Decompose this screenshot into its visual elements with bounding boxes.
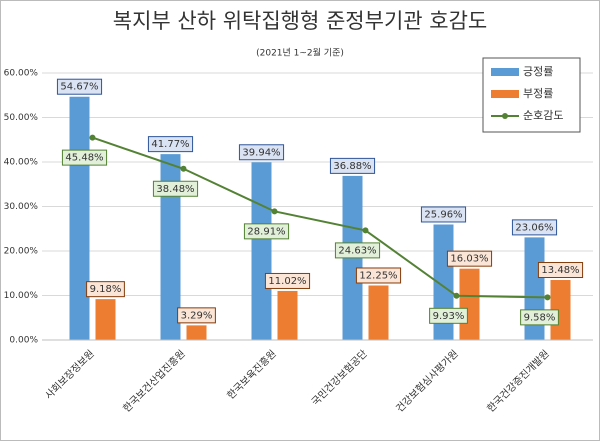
bar — [69, 96, 90, 340]
data-label-box — [334, 242, 381, 259]
bar — [368, 285, 389, 340]
data-label-box — [420, 206, 467, 223]
data-label: 11.02% — [268, 276, 306, 287]
bar — [251, 162, 272, 340]
data-label-box — [86, 281, 125, 298]
bar — [186, 325, 207, 340]
y-tick-label: 50.00% — [4, 113, 39, 123]
line — [92, 136, 548, 299]
data-label-box — [520, 309, 559, 326]
data-label-box — [537, 262, 584, 279]
line-marker — [271, 208, 278, 215]
data-label: 12.25% — [359, 270, 397, 281]
y-tick-label: 10.00% — [4, 291, 39, 301]
data-label-box — [264, 272, 311, 289]
chart-title: 복지부 산하 위탁집행형 준정부기관 호감도 — [113, 9, 487, 33]
data-label-box — [177, 307, 216, 324]
legend-label: 순호감도 — [523, 109, 563, 122]
data-label-box — [152, 180, 199, 197]
data-label: 28.91% — [247, 226, 285, 237]
data-label: 9.58% — [524, 312, 556, 323]
line-marker — [453, 292, 460, 299]
chart-subtitle: (2021년 1~2월 기준) — [256, 47, 344, 59]
data-label-box — [238, 144, 285, 161]
data-label-box — [446, 250, 493, 267]
data-label-box — [355, 267, 402, 284]
data-label: 36.88% — [333, 161, 371, 172]
data-label: 9.93% — [433, 311, 465, 322]
y-tick-label: 60.00% — [4, 69, 39, 79]
data-label: 25.96% — [424, 209, 462, 220]
data-label-box — [147, 136, 194, 153]
data-label-box — [61, 149, 108, 166]
bar — [459, 268, 480, 340]
legend-swatch — [502, 113, 508, 119]
data-label: 3.29% — [181, 310, 213, 321]
data-label-box — [511, 219, 558, 236]
data-label: 45.48% — [65, 153, 103, 164]
data-label: 9.18% — [90, 284, 122, 295]
data-label-box — [243, 223, 290, 240]
data-label: 54.67% — [60, 82, 98, 93]
bar — [277, 290, 298, 340]
legend-swatch — [491, 90, 519, 98]
data-label: 24.63% — [338, 245, 376, 256]
y-tick-label: 0.00% — [9, 336, 38, 346]
line-marker — [544, 294, 551, 301]
data-label: 38.48% — [156, 184, 194, 195]
line-marker — [89, 134, 96, 141]
y-tick-label: 30.00% — [4, 202, 39, 212]
data-label-box — [429, 307, 468, 324]
line-marker — [180, 165, 187, 172]
legend-label: 부정률 — [523, 87, 553, 100]
data-label-box — [329, 157, 376, 174]
legend-swatch — [491, 68, 519, 76]
data-label: 39.94% — [242, 147, 280, 158]
line-marker — [362, 227, 369, 234]
data-label-box — [56, 78, 103, 95]
bar — [160, 154, 181, 340]
data-label: 16.03% — [450, 254, 488, 265]
bar — [95, 299, 116, 340]
legend-label: 긍정률 — [523, 65, 553, 78]
y-tick-label: 40.00% — [4, 158, 39, 168]
data-label: 41.77% — [151, 139, 189, 150]
data-label: 13.48% — [541, 265, 579, 276]
data-label: 23.06% — [515, 222, 553, 233]
y-tick-label: 20.00% — [4, 247, 39, 257]
